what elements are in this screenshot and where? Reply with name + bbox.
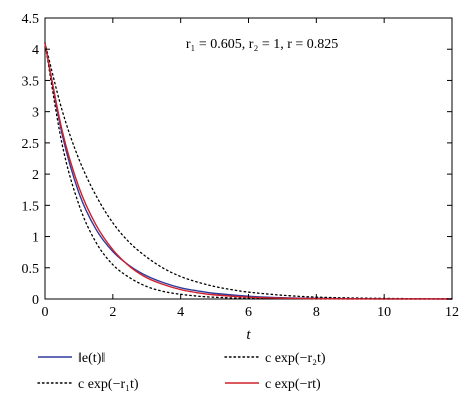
y-tick-label: 2 — [32, 168, 39, 183]
series-line-1 — [44, 42, 453, 300]
legend-label: c exp(−r₁t) — [78, 377, 139, 392]
x-tick-label: 4 — [177, 305, 184, 320]
y-tick-label: 3 — [32, 106, 39, 121]
x-tick-label: 2 — [109, 305, 116, 320]
legend-label: c exp(−rt) — [265, 377, 321, 392]
legend-item-2: c exp(−r₂t) — [224, 351, 326, 366]
legend-item-3: c exp(−rt) — [225, 377, 321, 392]
y-tick-label: 0 — [32, 293, 39, 308]
y-tick-label: 2.5 — [22, 137, 40, 152]
y-tick-label: 1.5 — [22, 199, 40, 214]
x-tick-label: 10 — [377, 305, 391, 320]
chart-annotation: r₁ = 0.605, r₂ = 1, r = 0.825 — [186, 37, 338, 52]
legend-label: ‖e(t)‖ — [78, 351, 105, 366]
x-axis-ticks: 0 2 4 6 8 10 12 — [42, 18, 459, 320]
x-tick-label: 6 — [245, 305, 252, 320]
y-tick-label: 3.5 — [22, 74, 40, 89]
plot-area: 0 2 4 6 8 10 12 0 0.5 1 1.5 2 2.5 3 3.5 4 4.5 r₁ = 0.60… — [22, 12, 460, 343]
y-tick-label: 1 — [32, 231, 39, 246]
x-axis-title: t — [246, 327, 251, 343]
y-axis-ticks: 0 0.5 1 1.5 2 2.5 3 3.5 4 4.5 — [22, 12, 452, 308]
y-tick-label: 4 — [32, 43, 39, 58]
legend: ‖e(t)‖ c exp(−r₂t) c exp(−r₁t) c exp(−rt) — [37, 351, 326, 392]
legend-item-0: ‖e(t)‖ — [38, 351, 105, 366]
x-tick-label: 0 — [42, 305, 49, 320]
x-tick-label: 12 — [445, 305, 459, 320]
series-layer — [44, 42, 453, 300]
legend-label: c exp(−r₂t) — [265, 351, 326, 366]
legend-item-1: c exp(−r₁t) — [37, 377, 139, 392]
y-tick-label: 4.5 — [22, 12, 40, 27]
x-tick-label: 8 — [313, 305, 320, 320]
y-tick-label: 0.5 — [22, 262, 40, 277]
series-line-3 — [44, 42, 453, 300]
